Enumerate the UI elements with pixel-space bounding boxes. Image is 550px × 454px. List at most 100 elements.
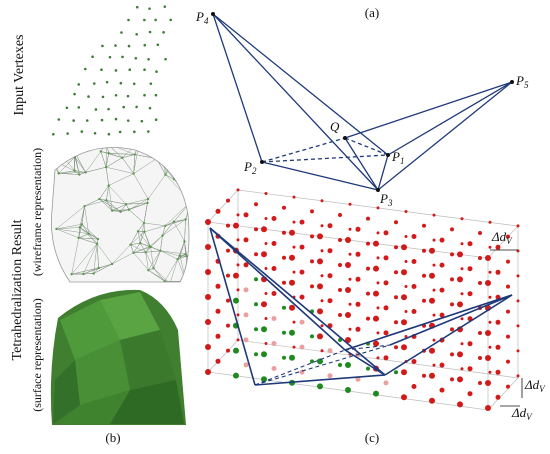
- sample-point: [383, 305, 389, 311]
- sample-point: [243, 362, 249, 368]
- vertex: [133, 130, 136, 134]
- wire-edge: [108, 173, 134, 186]
- wire-edge: [84, 206, 89, 234]
- vertex: [108, 55, 112, 59]
- sample-point: [338, 263, 342, 267]
- sample-point: [467, 266, 473, 272]
- sample-point: [450, 327, 454, 332]
- sample-point: [289, 279, 295, 286]
- sample-point: [345, 362, 351, 368]
- wire-edge: [58, 170, 75, 174]
- wire-edge: [83, 243, 98, 275]
- sample-point: [422, 298, 426, 303]
- vertex: [169, 18, 173, 22]
- wire-vertex: [161, 234, 164, 237]
- vertex: [127, 18, 130, 22]
- wire-edge: [85, 151, 102, 173]
- sample-point: [254, 302, 258, 307]
- spacing-sub: V: [539, 384, 546, 394]
- sample-point: [394, 270, 398, 275]
- sample-point: [261, 326, 267, 333]
- sample-point: [376, 281, 380, 285]
- sample-point: [289, 229, 295, 236]
- wire-edge: [58, 172, 86, 174]
- wire-edge: [73, 151, 76, 157]
- sample-point: [506, 384, 510, 389]
- point-label: P1: [391, 149, 404, 166]
- sample-point: [467, 291, 473, 297]
- wire-vertex: [80, 223, 84, 226]
- sample-point: [236, 313, 240, 317]
- sample-point: [317, 383, 323, 390]
- sample-point: [261, 301, 267, 308]
- sample-point: [254, 227, 258, 232]
- sample-point: [282, 205, 286, 210]
- sample-point: [422, 223, 426, 228]
- wire-edge: [112, 210, 121, 212]
- surface-panel: [50, 289, 186, 425]
- sample-point: [457, 276, 463, 283]
- sample-point: [299, 244, 305, 250]
- sample-point: [432, 263, 436, 267]
- sample-point: [516, 349, 520, 353]
- vertex: [147, 57, 150, 61]
- sample-point: [429, 247, 435, 254]
- sample-point: [439, 362, 445, 368]
- wire-edge: [96, 243, 99, 269]
- sample-point: [495, 344, 501, 350]
- sample-point: [432, 213, 436, 217]
- wire-vertex: [184, 252, 187, 256]
- wire-vertex: [96, 237, 100, 241]
- wire-edge: [139, 243, 146, 253]
- sample-point: [460, 367, 464, 371]
- sample-point: [429, 397, 435, 404]
- wire-edge: [105, 157, 123, 168]
- sample-point: [401, 344, 407, 351]
- wire-vertex: [185, 254, 188, 258]
- vertex: [134, 56, 138, 60]
- sample-point: [310, 234, 314, 239]
- sample-point: [394, 245, 398, 250]
- wire-vertex: [87, 232, 90, 235]
- wire-edge: [51, 147, 75, 152]
- sample-point: [516, 299, 520, 303]
- wire-edge: [56, 224, 82, 230]
- wire-edge: [177, 241, 185, 260]
- wire-edge: [145, 252, 149, 271]
- sample-point: [457, 376, 463, 383]
- sample-point: [467, 391, 473, 397]
- vertex: [140, 119, 144, 123]
- vertex: [51, 132, 55, 136]
- sample-point: [450, 377, 454, 382]
- point-name: P: [515, 73, 524, 88]
- sample-point: [373, 240, 379, 247]
- wire-edge: [150, 246, 154, 269]
- sample-point: [243, 337, 249, 343]
- wire-edge: [122, 154, 135, 158]
- sample-point: [348, 202, 352, 206]
- wire-vertex: [138, 141, 140, 143]
- sample-point: [373, 390, 379, 397]
- wire-vertex: [84, 171, 87, 174]
- vertex: [114, 44, 117, 47]
- tetra-edges: [212, 13, 513, 191]
- wire-vertex: [97, 266, 100, 270]
- wire-vertex: [73, 169, 76, 172]
- wire-edge: [56, 205, 85, 230]
- wire-vertex: [77, 236, 80, 240]
- wire-edge: [93, 243, 98, 274]
- sample-point: [355, 326, 361, 332]
- sample-point: [215, 308, 221, 314]
- wire-edge: [106, 200, 113, 211]
- sample-point: [264, 192, 268, 195]
- wire-edge: [144, 231, 150, 247]
- sample-point: [205, 269, 211, 275]
- sample-point: [366, 241, 370, 246]
- wire-vertex: [129, 243, 132, 246]
- sample-point: [373, 315, 379, 322]
- sample-point: [215, 208, 221, 214]
- sample-point: [226, 298, 230, 303]
- sample-point: [376, 256, 380, 260]
- sample-point: [373, 290, 379, 297]
- wire-vertex: [159, 249, 162, 252]
